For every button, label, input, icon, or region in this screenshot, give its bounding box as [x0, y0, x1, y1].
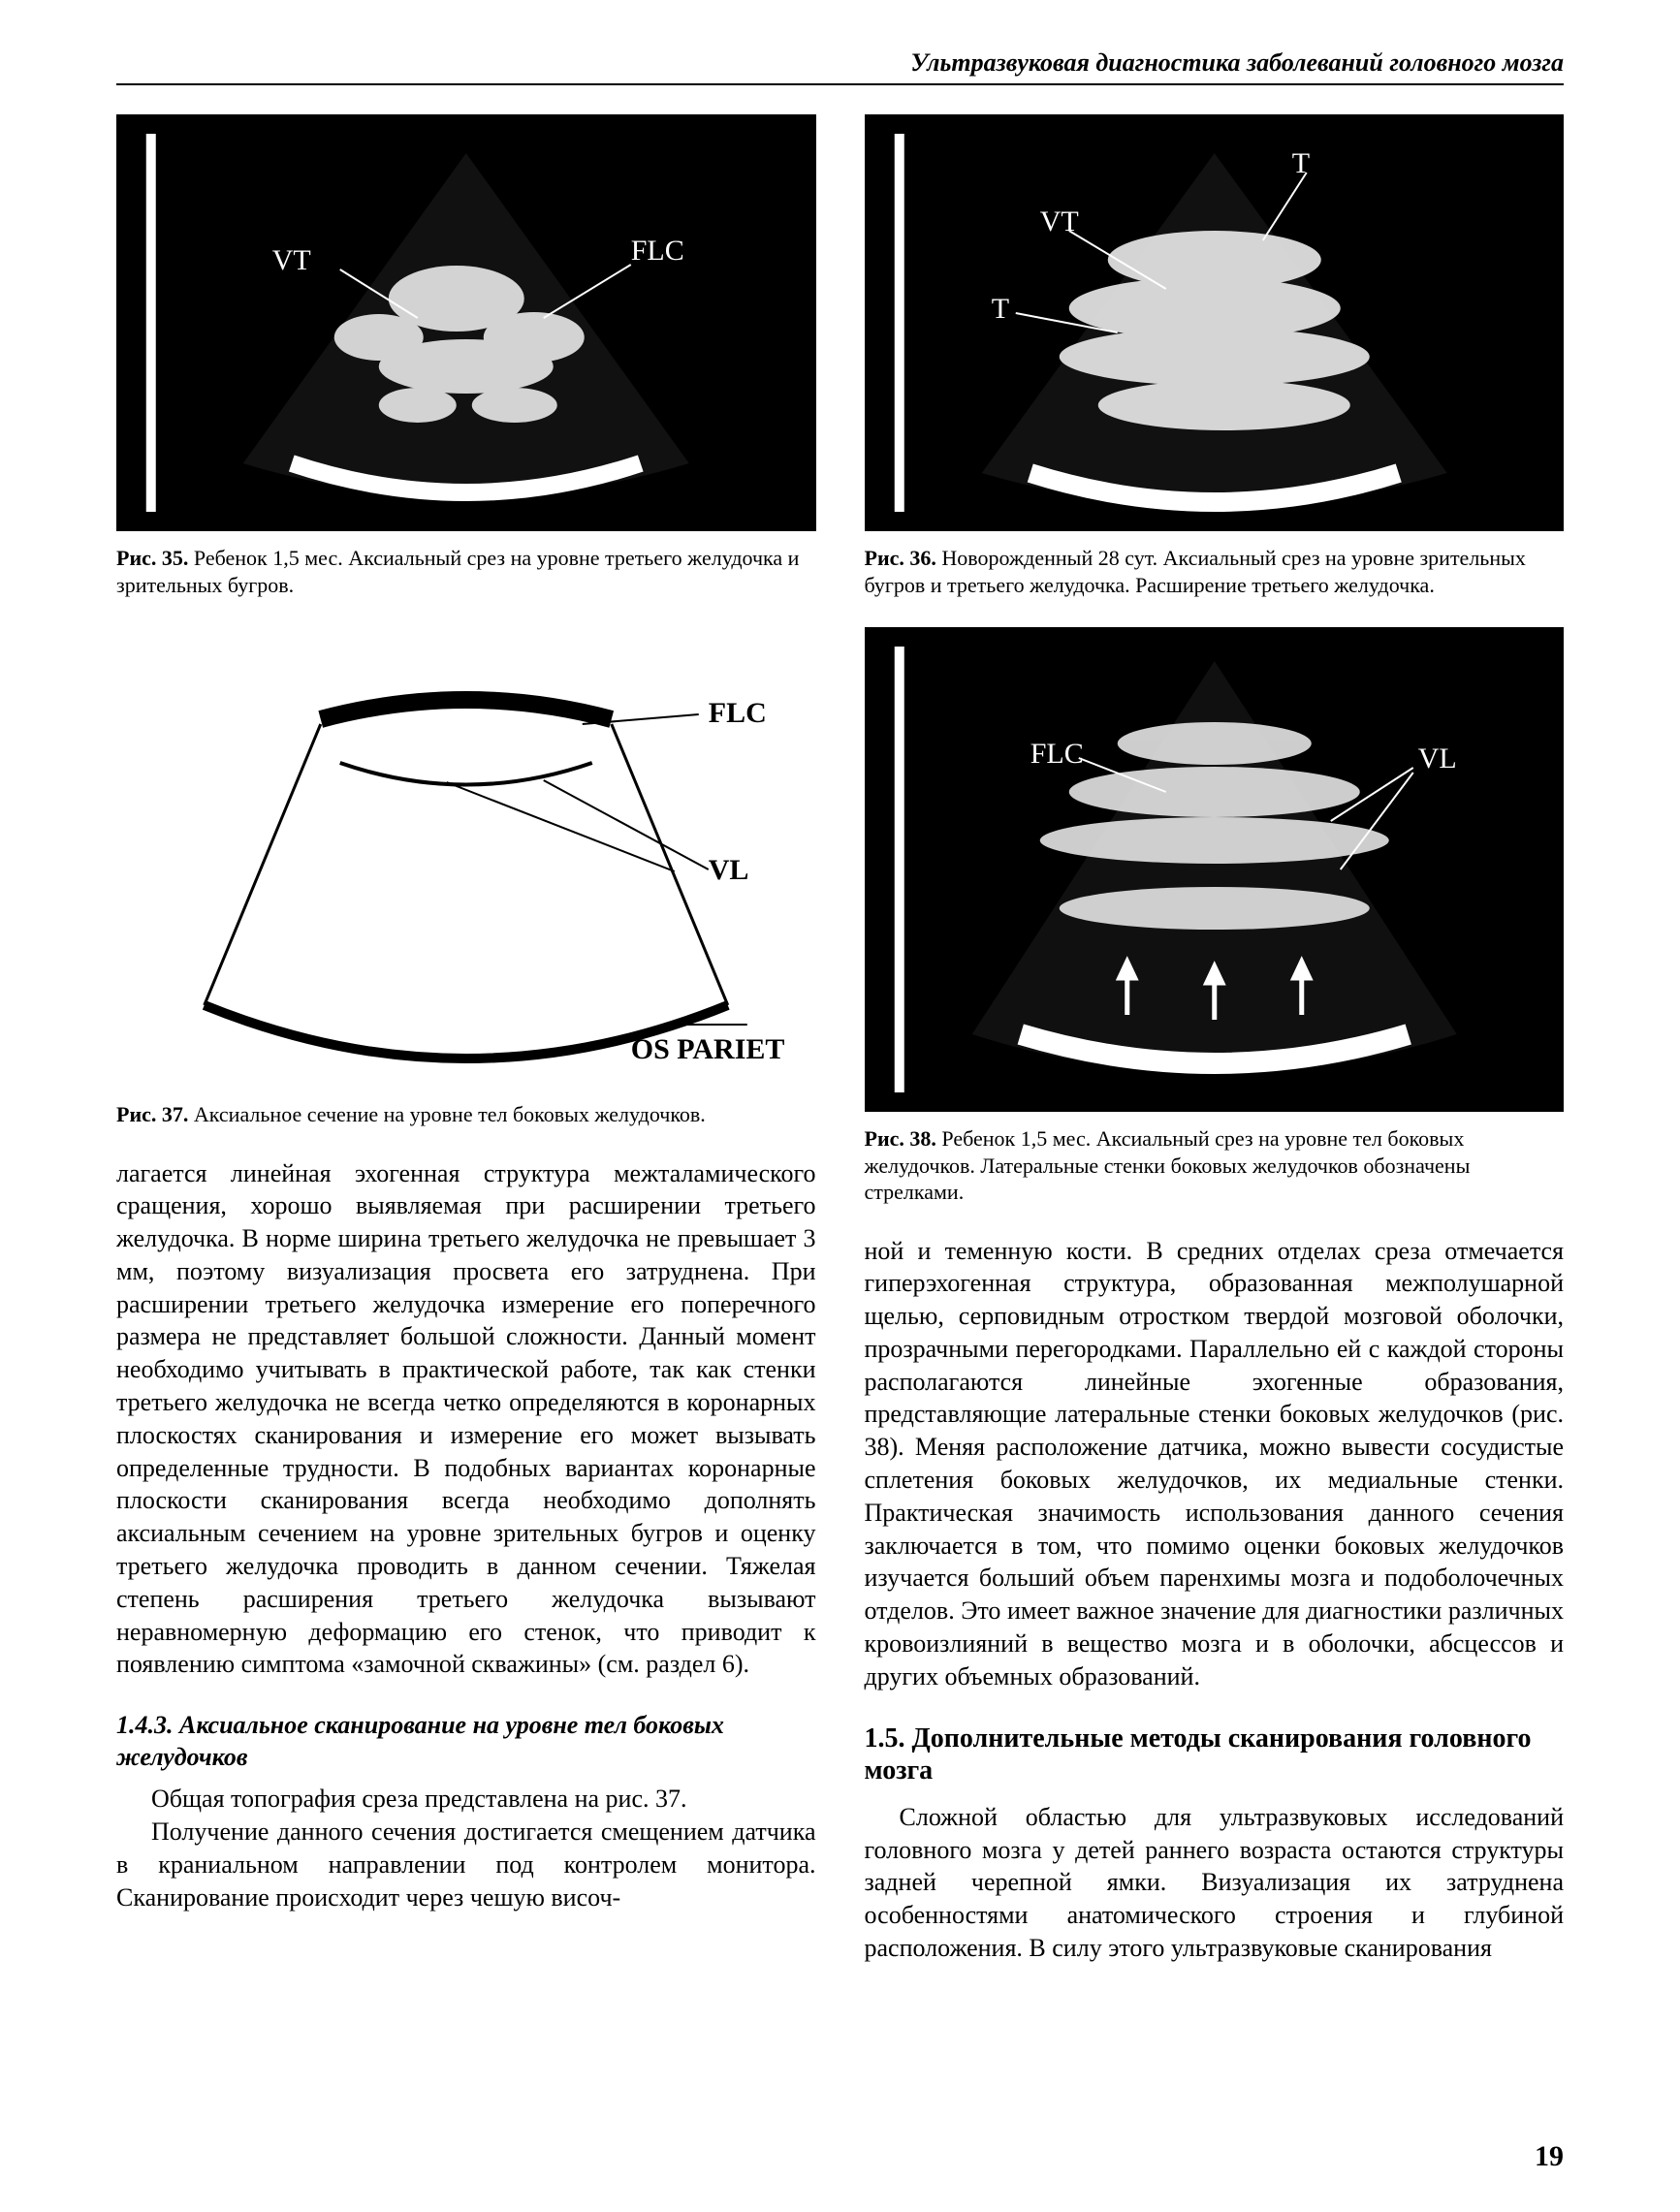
fig36-image: T VT T	[865, 114, 1565, 531]
fig35-caption-label: Рис. 35.	[116, 546, 188, 570]
fig38-caption-label: Рис. 38.	[865, 1126, 936, 1151]
fig37-label-os: OS PARIET	[631, 1033, 785, 1065]
right-body-2: Сложной областью для ультразвуковых иссл…	[865, 1801, 1565, 1965]
page-number: 19	[1535, 2140, 1564, 2173]
fig38-caption-text: Ребенок 1,5 мес. Аксиальный срез на уров…	[865, 1126, 1471, 1204]
fig38-caption: Рис. 38. Ребенок 1,5 мес. Аксиальный сре…	[865, 1125, 1565, 1206]
left-column: VT FLC Рис. 35. Ребенок 1,5 мес. Аксиаль…	[116, 114, 816, 1965]
fig36-caption-label: Рис. 36.	[865, 546, 936, 570]
fig37-caption-label: Рис. 37.	[116, 1102, 188, 1126]
fig36-label-t-left: T	[991, 293, 1008, 325]
fig35-label-flc: FLC	[631, 235, 684, 267]
fig36-caption: Рис. 36. Новорожденный 28 сут. Аксиальны…	[865, 545, 1565, 598]
fig35-image: VT FLC	[116, 114, 816, 531]
fig38-label-flc: FLC	[1030, 738, 1083, 770]
fig37-diagram: FLC VL OS PARIET	[116, 627, 816, 1083]
right-column: T VT T Рис. 36. Новорожденный 28 сут. Ак…	[865, 114, 1565, 1965]
fig35-label-vt: VT	[272, 244, 311, 276]
fig37-label-flc: FLC	[709, 697, 767, 729]
fig36-caption-text: Новорожденный 28 сут. Аксиальный срез на…	[865, 546, 1526, 597]
fig36-label-t-top: T	[1291, 147, 1309, 179]
fig37-caption: Рис. 37. Аксиальное сечение на уровне те…	[116, 1101, 816, 1128]
subsection-1-4-3-heading: 1.4.3. Аксиальное сканирование на уровне…	[116, 1710, 816, 1773]
fig35-caption: Рис. 35. Ребенок 1,5 мес. Аксиальный сре…	[116, 545, 816, 598]
fig35-caption-text: Ребенок 1,5 мес. Аксиальный срез на уров…	[116, 546, 799, 597]
left-body-2: Общая топография среза представлена на р…	[116, 1783, 816, 1913]
fig38-image: FLC VL	[865, 627, 1565, 1112]
right-body-1: ной и теменную кости. В средних отделах …	[865, 1235, 1565, 1693]
figure-row: VT FLC Рис. 35. Ребенок 1,5 мес. Аксиаль…	[116, 114, 1564, 1965]
section-1-5-heading: 1.5. Дополнительные методы сканирования …	[865, 1722, 1565, 1787]
fig37-caption-text: Аксиальное сечение на уровне тел боковых…	[194, 1102, 706, 1126]
left-body-1: лагается линейная эхогенная структура ме…	[116, 1157, 816, 1682]
fig37-label-vl: VL	[709, 854, 749, 886]
running-head: Ультразвуковая диагностика заболеваний г…	[116, 48, 1564, 85]
fig38-label-vl: VL	[1417, 743, 1456, 774]
